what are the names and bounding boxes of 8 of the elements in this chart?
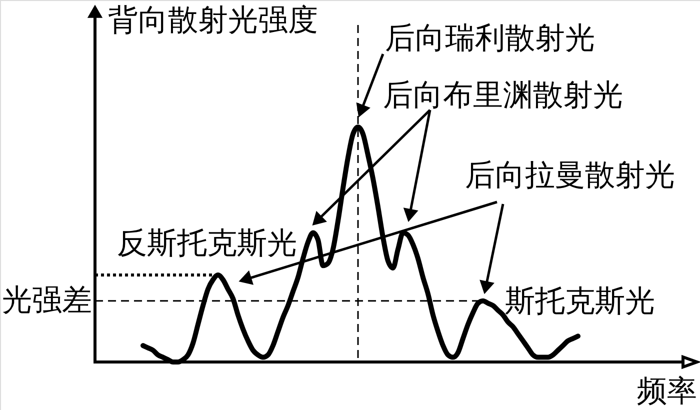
- text: 后向瑞利散射光: [385, 21, 595, 56]
- annotation: 后向拉曼散射光: [465, 158, 675, 193]
- annotation: 斯托克斯光: [505, 284, 655, 319]
- y-axis-title: 背向散射光强度: [108, 3, 318, 38]
- text: 后向布里渊散射光: [383, 78, 623, 113]
- x-axis-title: 频率: [637, 374, 697, 409]
- ref-line-label: 光强差: [2, 282, 92, 318]
- annotation: 反斯托克斯光: [117, 226, 297, 261]
